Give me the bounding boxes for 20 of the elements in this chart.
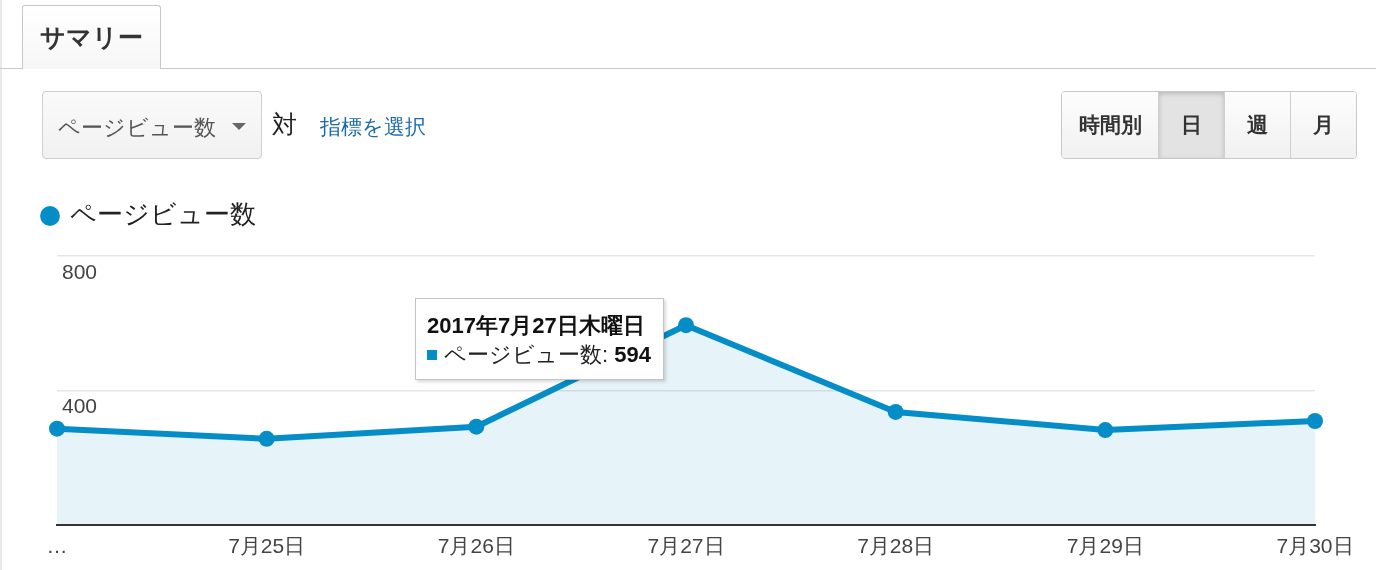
annotation: ページビュー数: 594 bbox=[444, 341, 651, 370]
x-tick-label: 7月29日 bbox=[1066, 534, 1144, 558]
text: 時間別 bbox=[1062, 92, 1158, 158]
text: 指標を選択 bbox=[320, 114, 426, 140]
chart-title: サマリー bbox=[40, 22, 143, 53]
x-tick-label: 7月25日 bbox=[228, 534, 306, 558]
text: 日 bbox=[1158, 92, 1224, 158]
text: 週 bbox=[1224, 92, 1290, 158]
y-tick-label: 800 bbox=[62, 259, 98, 283]
y-tick-label: 400 bbox=[62, 394, 98, 418]
text: 月 bbox=[1290, 92, 1356, 158]
annotation: 2017年7月27日木曜日 bbox=[427, 312, 646, 341]
x-tick-label: 7月30日 bbox=[1276, 534, 1354, 558]
text: ページビュー数 bbox=[58, 114, 216, 142]
text: 対 bbox=[272, 109, 297, 140]
x-tick-label: 7月26日 bbox=[437, 534, 515, 558]
x-tick-label: 7月27日 bbox=[647, 534, 725, 558]
legend-label: ページビュー数 bbox=[70, 199, 256, 230]
x-tick-label: … bbox=[46, 534, 68, 558]
x-tick-label: 7月28日 bbox=[857, 534, 935, 558]
